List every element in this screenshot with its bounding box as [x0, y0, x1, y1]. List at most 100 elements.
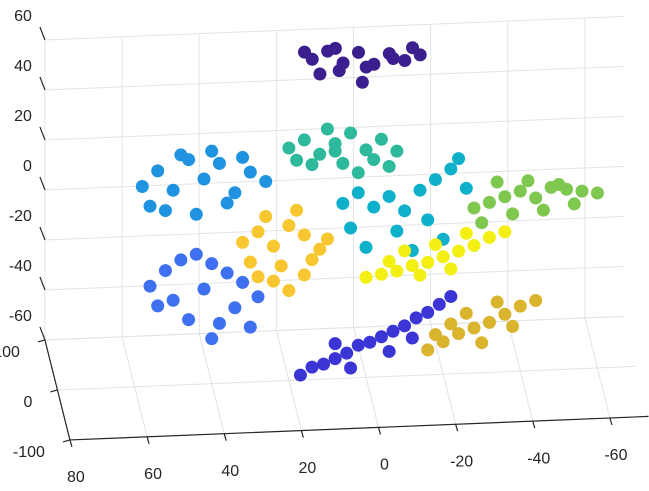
- point: [251, 270, 265, 284]
- point: [151, 299, 165, 313]
- y-axis-line: [44, 339, 71, 441]
- point: [282, 284, 296, 298]
- x-tick: [455, 424, 459, 432]
- point: [158, 264, 172, 278]
- point: [452, 152, 466, 166]
- point: [382, 344, 396, 358]
- point: [459, 181, 473, 195]
- point: [467, 201, 481, 215]
- point: [259, 174, 273, 188]
- point: [421, 343, 435, 357]
- point: [351, 186, 365, 200]
- point: [243, 255, 257, 269]
- point: [428, 238, 442, 252]
- x-tick: [223, 433, 227, 441]
- point: [436, 250, 450, 264]
- point: [428, 328, 442, 342]
- point: [220, 266, 234, 280]
- z-tick-label: -20: [9, 208, 32, 225]
- point: [305, 253, 319, 267]
- wall-grid-line: [44, 65, 624, 91]
- point: [297, 133, 311, 147]
- point: [428, 173, 442, 187]
- floor-grid-line: [57, 365, 637, 391]
- tick-labels: -60 -40 -20 0 20 40 60 80 -100 0 100 -60 -40 -20 0 20 40…: [0, 8, 628, 486]
- x-tick: [609, 417, 613, 426]
- point: [344, 221, 358, 235]
- point: [205, 332, 219, 346]
- point: [498, 225, 512, 239]
- point: [351, 338, 365, 352]
- point: [313, 242, 327, 256]
- x-tick-label: -20: [450, 453, 473, 470]
- grid: [44, 15, 649, 441]
- point: [513, 299, 527, 313]
- point: [506, 207, 520, 221]
- point: [490, 295, 504, 309]
- y-tick-label: 100: [0, 344, 20, 361]
- point: [432, 297, 446, 311]
- point: [143, 279, 157, 293]
- point: [332, 64, 346, 78]
- x-tick-label: -60: [604, 447, 627, 464]
- point: [444, 317, 458, 331]
- x-tick: [377, 427, 382, 435]
- point: [498, 307, 512, 321]
- point: [421, 255, 435, 269]
- point: [482, 230, 496, 244]
- point: [475, 336, 489, 350]
- point: [336, 196, 350, 210]
- y-tick-label: 0: [24, 394, 33, 411]
- point: [382, 189, 396, 203]
- point: [374, 330, 388, 344]
- z-tick: [39, 276, 46, 291]
- point: [293, 368, 307, 382]
- point: [374, 267, 388, 281]
- point: [490, 175, 504, 189]
- x-tick-label: 40: [221, 463, 239, 480]
- z-tick-label: 60: [14, 8, 32, 25]
- point: [363, 335, 377, 349]
- point: [189, 247, 203, 261]
- point: [228, 301, 242, 315]
- point: [398, 319, 412, 333]
- point: [359, 60, 373, 74]
- point: [336, 156, 350, 170]
- z-tick-label: 0: [23, 158, 32, 175]
- x-axis-line: [69, 415, 649, 441]
- point: [529, 293, 543, 307]
- point: [405, 41, 419, 55]
- point: [328, 41, 342, 55]
- point: [359, 240, 373, 254]
- point: [521, 174, 535, 188]
- point: [182, 313, 196, 327]
- x-tick-label: -40: [527, 450, 550, 467]
- point: [305, 158, 319, 172]
- point: [243, 165, 257, 179]
- point: [313, 67, 327, 81]
- point: [290, 203, 304, 217]
- wall-grid-line: [44, 15, 624, 41]
- z-tick: [39, 26, 46, 41]
- wall-grid-line: [44, 315, 624, 341]
- z-tick-label: 20: [14, 108, 32, 125]
- point: [189, 207, 203, 221]
- point: [398, 54, 412, 68]
- point: [174, 253, 188, 267]
- x-tick: [146, 436, 150, 444]
- z-tick: [39, 326, 46, 341]
- point: [374, 132, 388, 146]
- point: [359, 143, 373, 157]
- point: [143, 199, 157, 213]
- point: [259, 209, 273, 223]
- point: [205, 144, 219, 158]
- point: [320, 122, 334, 136]
- point: [320, 232, 334, 246]
- point: [475, 216, 489, 230]
- point: [328, 144, 342, 158]
- point: [166, 293, 180, 307]
- point: [405, 259, 419, 273]
- point: [236, 275, 250, 289]
- point: [367, 153, 381, 167]
- point: [513, 184, 527, 198]
